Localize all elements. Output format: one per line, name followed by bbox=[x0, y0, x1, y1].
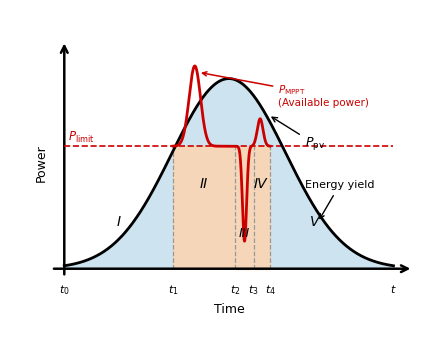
Text: IV: IV bbox=[254, 177, 268, 191]
Text: $P_{\rm MPPT}$
(Available power): $P_{\rm MPPT}$ (Available power) bbox=[202, 72, 369, 108]
Text: I: I bbox=[117, 215, 121, 230]
Text: $t_0$: $t_0$ bbox=[59, 284, 70, 297]
Text: $t_4$: $t_4$ bbox=[265, 284, 276, 297]
Text: Time: Time bbox=[213, 303, 244, 315]
Text: Power: Power bbox=[35, 144, 48, 182]
Text: II: II bbox=[200, 177, 208, 191]
Text: III: III bbox=[239, 227, 250, 240]
Text: $t_3$: $t_3$ bbox=[248, 284, 259, 297]
Text: V: V bbox=[310, 215, 319, 230]
Text: $t$: $t$ bbox=[390, 284, 397, 295]
Text: Energy yield: Energy yield bbox=[305, 180, 374, 218]
Text: $t_1$: $t_1$ bbox=[167, 284, 178, 297]
Text: $P_{\rm pv}$: $P_{\rm pv}$ bbox=[272, 117, 325, 152]
Text: $P_{\rm limit}$: $P_{\rm limit}$ bbox=[68, 130, 95, 145]
Text: $t_2$: $t_2$ bbox=[230, 284, 241, 297]
